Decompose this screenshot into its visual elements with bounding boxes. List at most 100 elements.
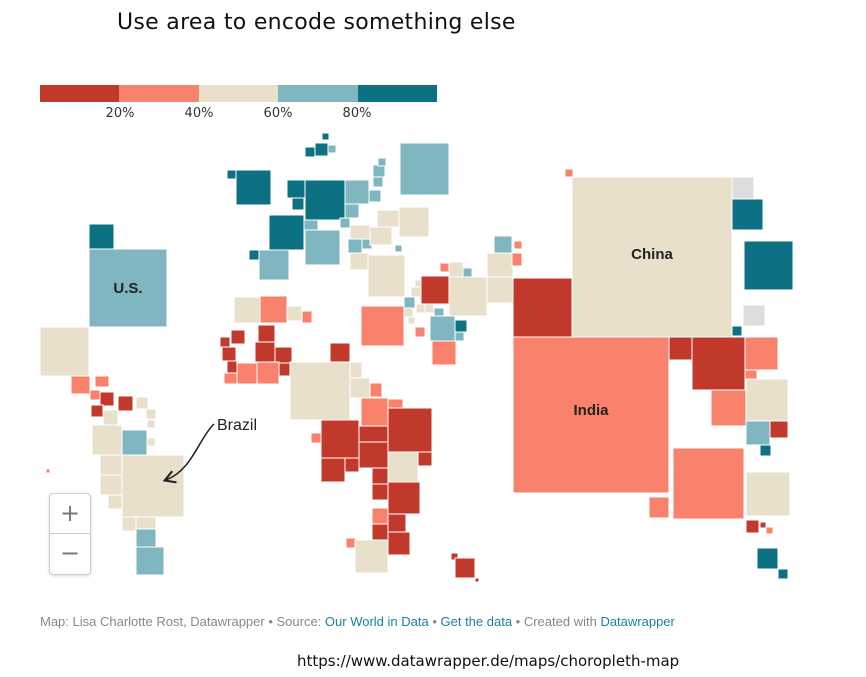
country-square[interactable] [70, 375, 91, 395]
country-square[interactable] [743, 240, 794, 291]
country-square[interactable] [731, 325, 743, 337]
country-square[interactable] [135, 516, 157, 530]
country-square[interactable] [344, 457, 360, 473]
country-square[interactable] [691, 336, 746, 391]
country-square[interactable] [387, 481, 421, 515]
country-square[interactable] [146, 437, 156, 447]
country-square[interactable] [354, 539, 389, 574]
country-square[interactable] [107, 494, 123, 510]
zoom-out-button[interactable]: − [59, 539, 81, 567]
country-square[interactable] [344, 179, 370, 205]
country-square[interactable] [259, 295, 288, 324]
country-square[interactable] [221, 346, 237, 362]
country-square[interactable] [358, 425, 389, 443]
country-square[interactable] [372, 164, 386, 178]
country-square[interactable] [320, 419, 360, 459]
country-square[interactable] [320, 457, 346, 483]
country-square[interactable] [403, 307, 414, 318]
country-square[interactable] [39, 326, 90, 377]
country-square[interactable] [135, 528, 157, 548]
country-square[interactable] [90, 404, 104, 418]
country-square[interactable] [710, 389, 747, 427]
country-square[interactable] [99, 474, 123, 496]
country-square[interactable] [360, 305, 405, 347]
country-square[interactable] [454, 319, 468, 333]
country-square[interactable] [226, 169, 237, 180]
country-square[interactable] [745, 471, 791, 517]
country-square[interactable] [376, 209, 400, 228]
country-square[interactable] [89, 389, 101, 401]
country-square[interactable] [289, 361, 351, 421]
country-square[interactable] [45, 468, 51, 474]
country-square[interactable] [314, 142, 329, 157]
country-square[interactable] [121, 429, 148, 456]
country-square[interactable] [513, 240, 523, 250]
country-square[interactable] [358, 441, 389, 469]
country-square[interactable] [744, 336, 779, 371]
country-square[interactable] [414, 326, 426, 338]
country-square[interactable] [564, 168, 574, 178]
country-square[interactable] [360, 397, 389, 427]
country-square[interactable] [439, 262, 450, 273]
country-square[interactable] [398, 206, 430, 238]
country-square[interactable] [310, 432, 322, 444]
country-square[interactable] [731, 198, 764, 231]
country-square[interactable] [387, 398, 404, 409]
country-square[interactable] [759, 521, 767, 529]
country-square[interactable] [301, 310, 313, 324]
country-square[interactable] [765, 526, 774, 535]
country-square[interactable] [254, 341, 276, 363]
get-data-link[interactable]: Get the data [440, 614, 513, 629]
country-square[interactable] [474, 577, 480, 583]
country-square[interactable] [347, 238, 363, 254]
country-square[interactable] [745, 378, 789, 422]
country-square[interactable] [146, 419, 156, 429]
country-square[interactable] [304, 179, 346, 221]
country-square[interactable] [291, 197, 305, 211]
country-square[interactable] [777, 568, 789, 580]
country-square[interactable] [371, 523, 389, 541]
country-square[interactable] [407, 316, 416, 325]
country-square-china[interactable] [571, 176, 733, 338]
country-square[interactable] [286, 305, 303, 322]
country-square[interactable] [99, 391, 115, 407]
country-square[interactable] [145, 408, 157, 420]
country-square[interactable] [369, 382, 383, 398]
country-square[interactable] [462, 267, 473, 278]
country-square[interactable] [742, 304, 766, 327]
country-square[interactable] [219, 336, 231, 348]
country-square[interactable] [371, 467, 389, 485]
country-square[interactable] [236, 362, 258, 385]
country-square[interactable] [135, 546, 165, 576]
country-square-us[interactable] [88, 248, 168, 328]
country-square[interactable] [339, 217, 351, 229]
country-square[interactable] [429, 315, 456, 342]
country-square[interactable] [417, 451, 433, 467]
country-square[interactable] [387, 513, 407, 533]
country-square[interactable] [344, 203, 360, 219]
country-square[interactable] [486, 276, 514, 304]
country-square[interactable] [230, 329, 246, 345]
country-square[interactable] [121, 516, 137, 532]
country-square[interactable] [257, 324, 276, 343]
country-square[interactable] [387, 451, 419, 483]
country-square[interactable] [731, 176, 755, 200]
country-square[interactable] [668, 336, 693, 361]
country-square[interactable] [349, 224, 371, 240]
datawrapper-link[interactable]: Datawrapper [600, 614, 675, 629]
country-square[interactable] [486, 252, 514, 278]
country-square[interactable] [304, 229, 341, 266]
country-square[interactable] [493, 235, 513, 254]
country-square[interactable] [256, 361, 280, 385]
country-square[interactable] [117, 395, 134, 412]
country-square[interactable] [304, 146, 316, 158]
country-square[interactable] [248, 249, 260, 261]
country-square[interactable] [448, 276, 488, 317]
country-square[interactable] [135, 396, 149, 410]
country-square[interactable] [511, 252, 523, 267]
country-square[interactable] [368, 189, 382, 203]
country-square[interactable] [394, 244, 403, 253]
country-square-brazil[interactable] [121, 454, 185, 518]
country-square[interactable] [321, 132, 330, 141]
